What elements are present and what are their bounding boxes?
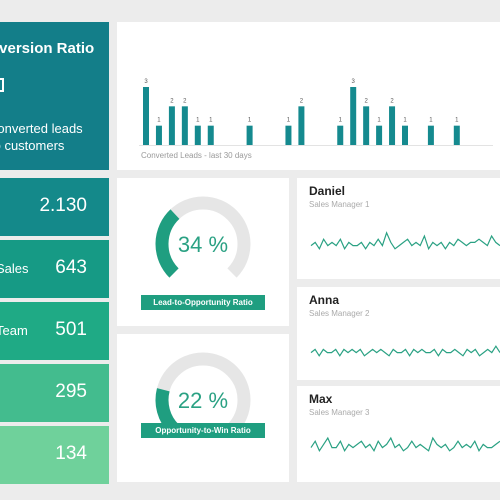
chart-data-label: 1 [339, 118, 343, 124]
funnel-stat-4: 295 [0, 364, 109, 422]
chart-bar [350, 87, 357, 145]
gauge-title: Opportunity-to-Win Ratio [141, 423, 265, 438]
funnel-value: 295 [55, 381, 87, 402]
chart-data-label: 2 [390, 98, 394, 104]
gauge-lead-to-opportunity [155, 196, 251, 278]
gauge-value: 22 % [177, 388, 229, 413]
funnel-label: Team [0, 323, 28, 338]
chart-bar [168, 106, 175, 145]
chart-data-label: 1 [209, 118, 213, 124]
manager-name: Max [309, 392, 333, 406]
chart-bar [389, 106, 396, 145]
chart-bar [337, 125, 344, 145]
funnel-label: Sales [0, 261, 29, 276]
converted-leads-chart-card: 312211112132121113 Converted Leads - las… [117, 22, 500, 170]
chart-x-label: Converted Leads - last 30 days [141, 151, 252, 160]
chart-data-label: 1 [455, 118, 459, 124]
manager-card-anna: Anna Sales Manager 2 [297, 287, 500, 380]
chart-bar [181, 106, 188, 145]
conversion-ratio-header: Conversion Ratio Converted leads to cust… [0, 22, 109, 170]
chart-data-label: 2 [364, 98, 368, 104]
funnel-stat-leads: 2.130 [0, 178, 109, 236]
chart-data-label: 1 [248, 118, 252, 124]
funnel-stat-5: 134 [0, 426, 109, 484]
chart-bar [155, 125, 162, 145]
header-subtitle-2: to customers [0, 138, 65, 153]
chart-data-label: 1 [403, 118, 407, 124]
chart-data-label: 1 [157, 118, 161, 124]
lead-to-opportunity-card: 34 % Lead-to-Opportunity Ratio [117, 178, 289, 326]
chart-bar [298, 106, 305, 145]
opportunity-to-win-card: 22 % Opportunity-to-Win Ratio [117, 334, 289, 482]
funnel-stat-sales: Sales 643 [0, 240, 109, 298]
manager-card-max: Max Sales Manager 3 [297, 386, 500, 482]
funnel-value: 134 [55, 443, 87, 464]
manager-role: Sales Manager 2 [309, 309, 370, 318]
chart-data-label: 1 [287, 118, 291, 124]
chart-bar [427, 125, 434, 145]
manager-name: Daniel [309, 184, 346, 198]
chart-data-label: 2 [183, 98, 187, 104]
funnel-stat-team: Team 501 [0, 302, 109, 360]
sparkline [310, 231, 500, 251]
gauge-fill [155, 209, 180, 278]
chart-data-label: 3 [144, 79, 148, 85]
chart-bar [376, 125, 383, 145]
manager-role: Sales Manager 3 [309, 408, 370, 417]
funnel-value: 501 [55, 319, 87, 340]
converted-leads-bar-chart: 312211112132121113 Converted Leads - las… [139, 79, 493, 160]
funnel-value: 643 [55, 257, 87, 278]
chart-bar [402, 125, 408, 145]
sparkline [310, 436, 500, 453]
gauge-title: Lead-to-Opportunity Ratio [141, 295, 265, 310]
chart-bar [363, 106, 370, 145]
sparkline-line [310, 345, 500, 357]
chart-data-label: 2 [170, 98, 174, 104]
chart-data-label: 2 [300, 98, 304, 104]
manager-card-daniel: Daniel Sales Manager 1 [297, 178, 500, 279]
chart-bar [453, 125, 460, 145]
funnel-value: 2.130 [39, 195, 87, 216]
sparkline [310, 345, 500, 357]
header-subtitle-1: Converted leads [0, 121, 83, 136]
chart-bar [194, 125, 201, 145]
chart-data-label: 1 [377, 118, 381, 124]
chart-bar [143, 87, 149, 145]
manager-role: Sales Manager 1 [309, 200, 370, 209]
manager-name: Anna [309, 293, 339, 307]
chart-bar [246, 125, 253, 145]
header-title: Conversion Ratio [0, 40, 95, 57]
chart-data-label: 1 [196, 118, 200, 124]
sparkline-line [310, 231, 500, 251]
chart-data-label: 1 [429, 118, 433, 124]
sparkline-line [310, 436, 500, 453]
chart-bar [207, 125, 214, 145]
gauge-value: 34 % [177, 232, 229, 257]
bracket-icon [0, 78, 4, 92]
chart-bar [285, 125, 292, 145]
chart-data-label: 3 [352, 79, 356, 85]
